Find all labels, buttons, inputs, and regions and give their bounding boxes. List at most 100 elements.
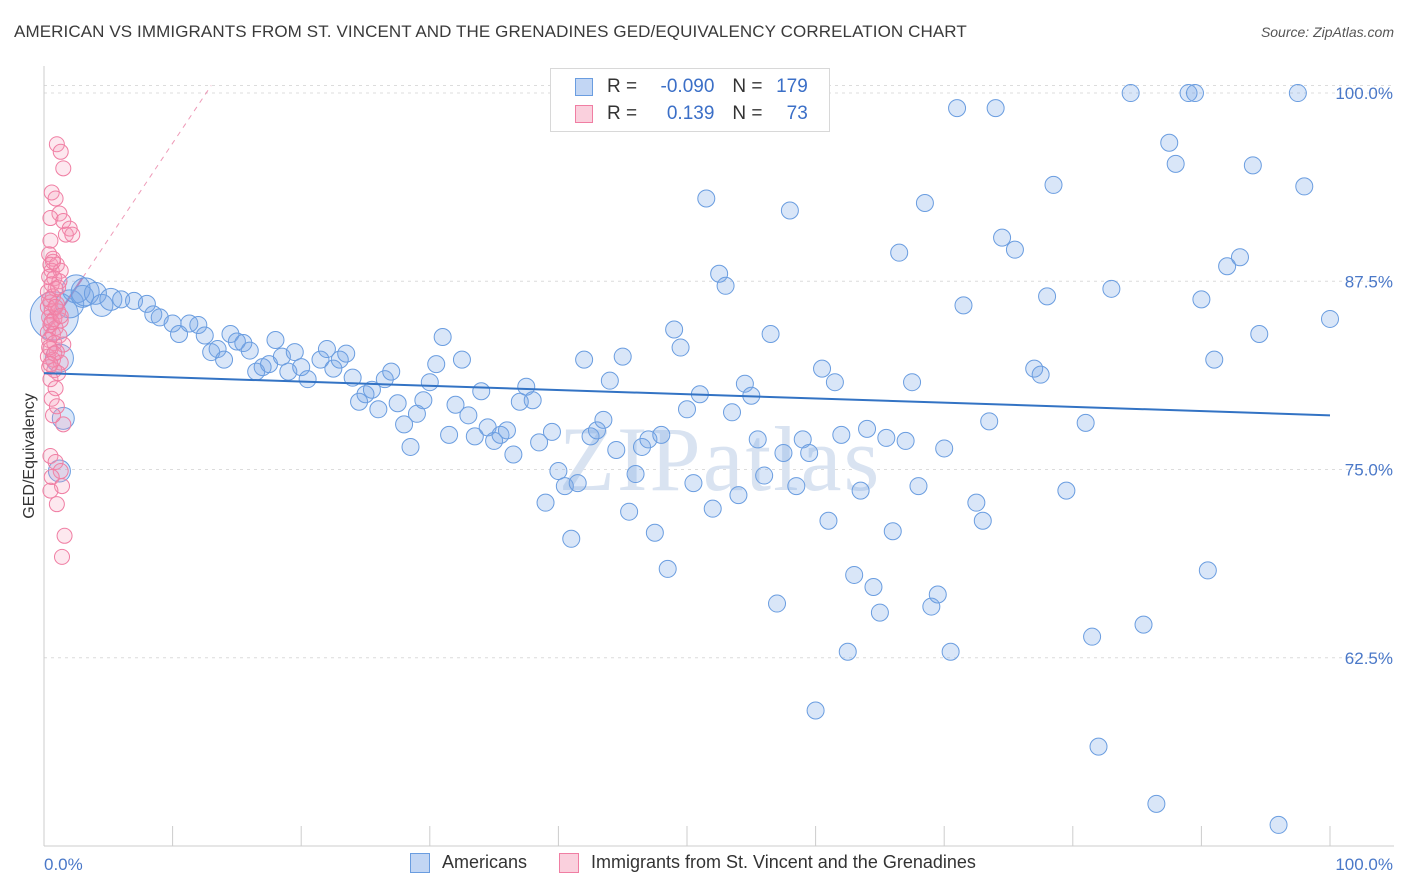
americans-point bbox=[613, 347, 632, 366]
americans-point bbox=[993, 228, 1012, 247]
axes bbox=[43, 66, 1394, 847]
americans-point bbox=[845, 565, 864, 584]
americans-point bbox=[1038, 287, 1057, 306]
americans-point bbox=[748, 430, 767, 449]
americans-point bbox=[298, 370, 317, 389]
immigrants-point bbox=[42, 232, 59, 249]
americans-point bbox=[356, 385, 375, 404]
immigrants-point bbox=[47, 454, 64, 470]
immigrants-point bbox=[48, 496, 65, 513]
americans-trendline bbox=[43, 372, 1331, 417]
americans-point bbox=[433, 328, 452, 347]
americans-point bbox=[1198, 561, 1217, 580]
americans-point bbox=[838, 642, 857, 661]
americans-point bbox=[903, 373, 922, 392]
legend-item-americans: Americans bbox=[410, 852, 527, 873]
legend-r-label: R = bbox=[607, 103, 638, 124]
immigrants-point bbox=[45, 407, 62, 424]
americans-point bbox=[909, 477, 928, 496]
immigrants-point bbox=[43, 469, 60, 486]
immigrants-point bbox=[42, 210, 59, 227]
gridlines bbox=[44, 85, 1394, 659]
americans-point bbox=[768, 594, 787, 613]
stats-legend: R = -0.090 N = 179 R = 0.139 N = 73 bbox=[550, 68, 830, 132]
legend-label-americans: Americans bbox=[442, 852, 528, 872]
americans-point bbox=[607, 440, 626, 459]
source-label: Source: ZipAtlas.com bbox=[1260, 24, 1394, 40]
americans-point bbox=[317, 340, 336, 359]
americans-point bbox=[883, 522, 902, 541]
americans-point bbox=[915, 193, 934, 212]
immigrants-point bbox=[55, 416, 72, 433]
americans-point bbox=[1005, 240, 1024, 259]
americans-point bbox=[755, 466, 774, 485]
americans-point bbox=[645, 523, 664, 542]
americans-point bbox=[1044, 175, 1063, 194]
americans-point bbox=[504, 445, 523, 464]
americans-point bbox=[266, 331, 285, 350]
americans-point bbox=[510, 392, 529, 411]
americans-point bbox=[70, 277, 100, 307]
watermark: ZIPatlas bbox=[559, 408, 882, 510]
americans-point bbox=[362, 380, 381, 399]
americans-point bbox=[800, 443, 819, 462]
immigrants-point bbox=[64, 226, 81, 243]
americans-point bbox=[594, 410, 613, 429]
americans-point bbox=[99, 287, 123, 311]
americans-point bbox=[806, 701, 825, 720]
americans-point bbox=[440, 425, 459, 444]
americans-point bbox=[195, 326, 214, 345]
americans-point bbox=[864, 577, 883, 596]
americans-point bbox=[1321, 309, 1339, 328]
legend-r-value: 0.139 bbox=[666, 103, 715, 124]
americans-point bbox=[1031, 365, 1050, 384]
americans-point bbox=[1083, 627, 1102, 646]
tick-labels: 62.5% 75.0% 87.5% 100.0% 0.0% 100.0% bbox=[44, 84, 1393, 874]
americans-point bbox=[324, 359, 343, 378]
americans-point bbox=[137, 294, 156, 313]
americans-point bbox=[1166, 154, 1185, 173]
americans-point bbox=[870, 603, 889, 622]
americans-point bbox=[562, 529, 581, 548]
chart-title: AMERICAN VS IMMIGRANTS FROM ST. VINCENT … bbox=[14, 22, 967, 41]
americans-point bbox=[980, 412, 999, 431]
americans-point bbox=[716, 276, 735, 295]
americans-point bbox=[620, 502, 639, 521]
americans-point bbox=[47, 459, 71, 483]
americans-point bbox=[697, 189, 716, 208]
americans-point bbox=[1179, 84, 1198, 103]
americans-point bbox=[1102, 279, 1121, 298]
americans-point bbox=[1269, 815, 1288, 834]
americans-point bbox=[1160, 133, 1179, 152]
americans-point bbox=[684, 474, 703, 493]
immigrants-point bbox=[45, 253, 62, 270]
americans-point bbox=[587, 421, 606, 440]
americans-point bbox=[83, 281, 107, 305]
americans-point bbox=[382, 362, 401, 381]
americans-point bbox=[497, 421, 516, 440]
americans-point bbox=[1288, 84, 1307, 103]
americans-point bbox=[1192, 290, 1211, 309]
immigrants-point bbox=[57, 226, 74, 243]
americans-point bbox=[1230, 248, 1249, 267]
immigrants-point bbox=[56, 527, 73, 544]
americans-point bbox=[112, 290, 131, 309]
americans-point bbox=[928, 585, 947, 604]
americans-point bbox=[967, 493, 986, 512]
americans-point bbox=[542, 422, 561, 441]
y-axis-title: GED/Equivalency bbox=[21, 393, 38, 518]
americans-point bbox=[459, 406, 478, 425]
y-tick-label: 100.0% bbox=[1335, 84, 1393, 103]
americans-point bbox=[452, 350, 471, 369]
legend-swatch-pink bbox=[575, 105, 593, 123]
legend-label-immigrants: Immigrants from St. Vincent and the Gren… bbox=[591, 852, 976, 872]
americans-point bbox=[221, 325, 240, 343]
americans-point bbox=[1147, 794, 1166, 813]
americans-point bbox=[626, 465, 645, 484]
americans-point bbox=[948, 99, 967, 118]
americans-point bbox=[774, 443, 793, 462]
americans-point bbox=[311, 350, 330, 369]
y-tick-label: 62.5% bbox=[1345, 649, 1393, 668]
americans-point bbox=[446, 395, 465, 414]
immigrants-point bbox=[51, 205, 68, 222]
